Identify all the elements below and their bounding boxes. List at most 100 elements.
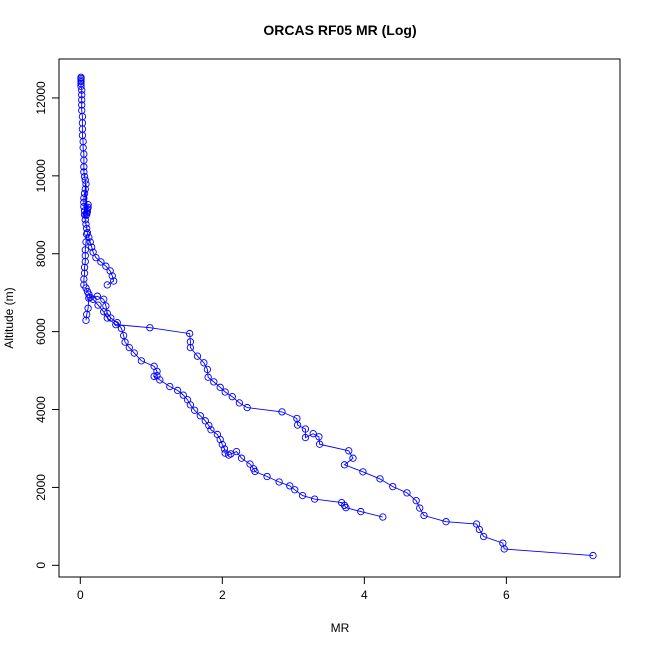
data-point: [103, 309, 111, 317]
data-point: [108, 272, 116, 280]
data-point: [291, 486, 299, 494]
data-point: [150, 372, 158, 381]
series-layer: [77, 73, 597, 560]
data-point: [82, 211, 90, 220]
data-point: [186, 343, 195, 352]
y-axis-label: Altitude (m): [2, 287, 16, 348]
data-point: [80, 194, 88, 202]
data-point: [173, 386, 182, 395]
data-point: [232, 447, 241, 456]
data-point: [130, 349, 138, 357]
plot-frame: [58, 58, 621, 578]
data-point: [106, 267, 114, 275]
data-point: [186, 401, 195, 409]
data-point: [80, 281, 88, 289]
data-point: [81, 176, 89, 184]
data-point: [357, 507, 365, 516]
x-tick-label: 4: [361, 588, 368, 602]
data-point: [204, 373, 212, 381]
data-point: [78, 96, 86, 104]
data-point: [207, 426, 215, 434]
data-point: [228, 393, 236, 401]
data-point: [110, 277, 118, 285]
data-point: [243, 403, 251, 412]
y-tick-label: 0: [34, 562, 48, 569]
data-point: [78, 91, 86, 99]
data-point: [88, 243, 96, 251]
data-point: [205, 421, 213, 430]
data-point: [102, 302, 110, 310]
data-point: [412, 497, 420, 505]
data-point: [78, 106, 86, 115]
data-point: [80, 275, 88, 283]
data-point: [80, 269, 89, 277]
data-point: [403, 489, 411, 497]
data-point: [389, 482, 397, 491]
data-point: [309, 430, 317, 438]
x-tick-label: 6: [503, 588, 510, 602]
data-point: [416, 504, 424, 512]
data-point: [210, 378, 218, 386]
data-point: [179, 391, 187, 399]
series-4-line: [83, 234, 88, 285]
data-point: [349, 454, 357, 462]
data-point: [86, 238, 94, 246]
data-point: [251, 467, 259, 476]
data-point: [121, 338, 129, 346]
data-point: [315, 440, 324, 448]
data-point: [472, 520, 481, 528]
data-point: [94, 301, 102, 309]
data-point: [342, 504, 350, 512]
data-point: [499, 539, 507, 547]
data-point: [286, 482, 294, 490]
data-point: [293, 414, 301, 423]
data-point: [301, 425, 310, 433]
data-point: [359, 468, 367, 476]
data-point: [81, 257, 89, 266]
data-point: [119, 331, 128, 340]
data-point: [77, 73, 85, 81]
data-point: [442, 518, 450, 526]
data-point: [301, 433, 310, 442]
data-point: [81, 185, 89, 193]
data-point: [80, 189, 89, 198]
data-point: [345, 447, 353, 455]
data-point: [263, 472, 271, 481]
data-point: [89, 248, 97, 256]
data-point: [80, 168, 88, 176]
y-tick-label: 2000: [34, 474, 48, 501]
data-point: [156, 376, 164, 384]
data-point: [82, 238, 90, 246]
x-tick-label: 2: [219, 588, 226, 602]
data-point: [196, 412, 204, 420]
data-point: [275, 478, 283, 486]
data-point: [186, 338, 195, 346]
data-point: [83, 205, 92, 213]
data-point: [589, 551, 597, 560]
data-point: [107, 314, 115, 322]
data-point: [113, 319, 121, 327]
data-point: [137, 357, 146, 365]
data-point: [246, 460, 254, 468]
y-axis: 0 2000 4000 6000 8000 10000 12000: [34, 81, 60, 569]
data-point: [80, 263, 89, 272]
data-point: [220, 445, 229, 453]
data-point: [221, 388, 229, 396]
data-point: [83, 208, 92, 216]
x-tick-label: 0: [77, 588, 84, 602]
data-point: [81, 246, 89, 254]
y-tick-label: 4000: [34, 396, 48, 423]
data-point: [81, 216, 89, 224]
data-point: [190, 406, 199, 414]
data-point: [201, 417, 209, 425]
data-point: [80, 172, 89, 181]
chart-title: ORCAS RF05 MR (Log): [263, 22, 416, 38]
data-point: [216, 383, 224, 391]
data-point: [310, 495, 319, 503]
data-point: [216, 435, 224, 444]
data-point: [100, 295, 108, 303]
data-point: [298, 491, 307, 500]
data-point: [97, 258, 105, 266]
data-point: [103, 281, 111, 289]
